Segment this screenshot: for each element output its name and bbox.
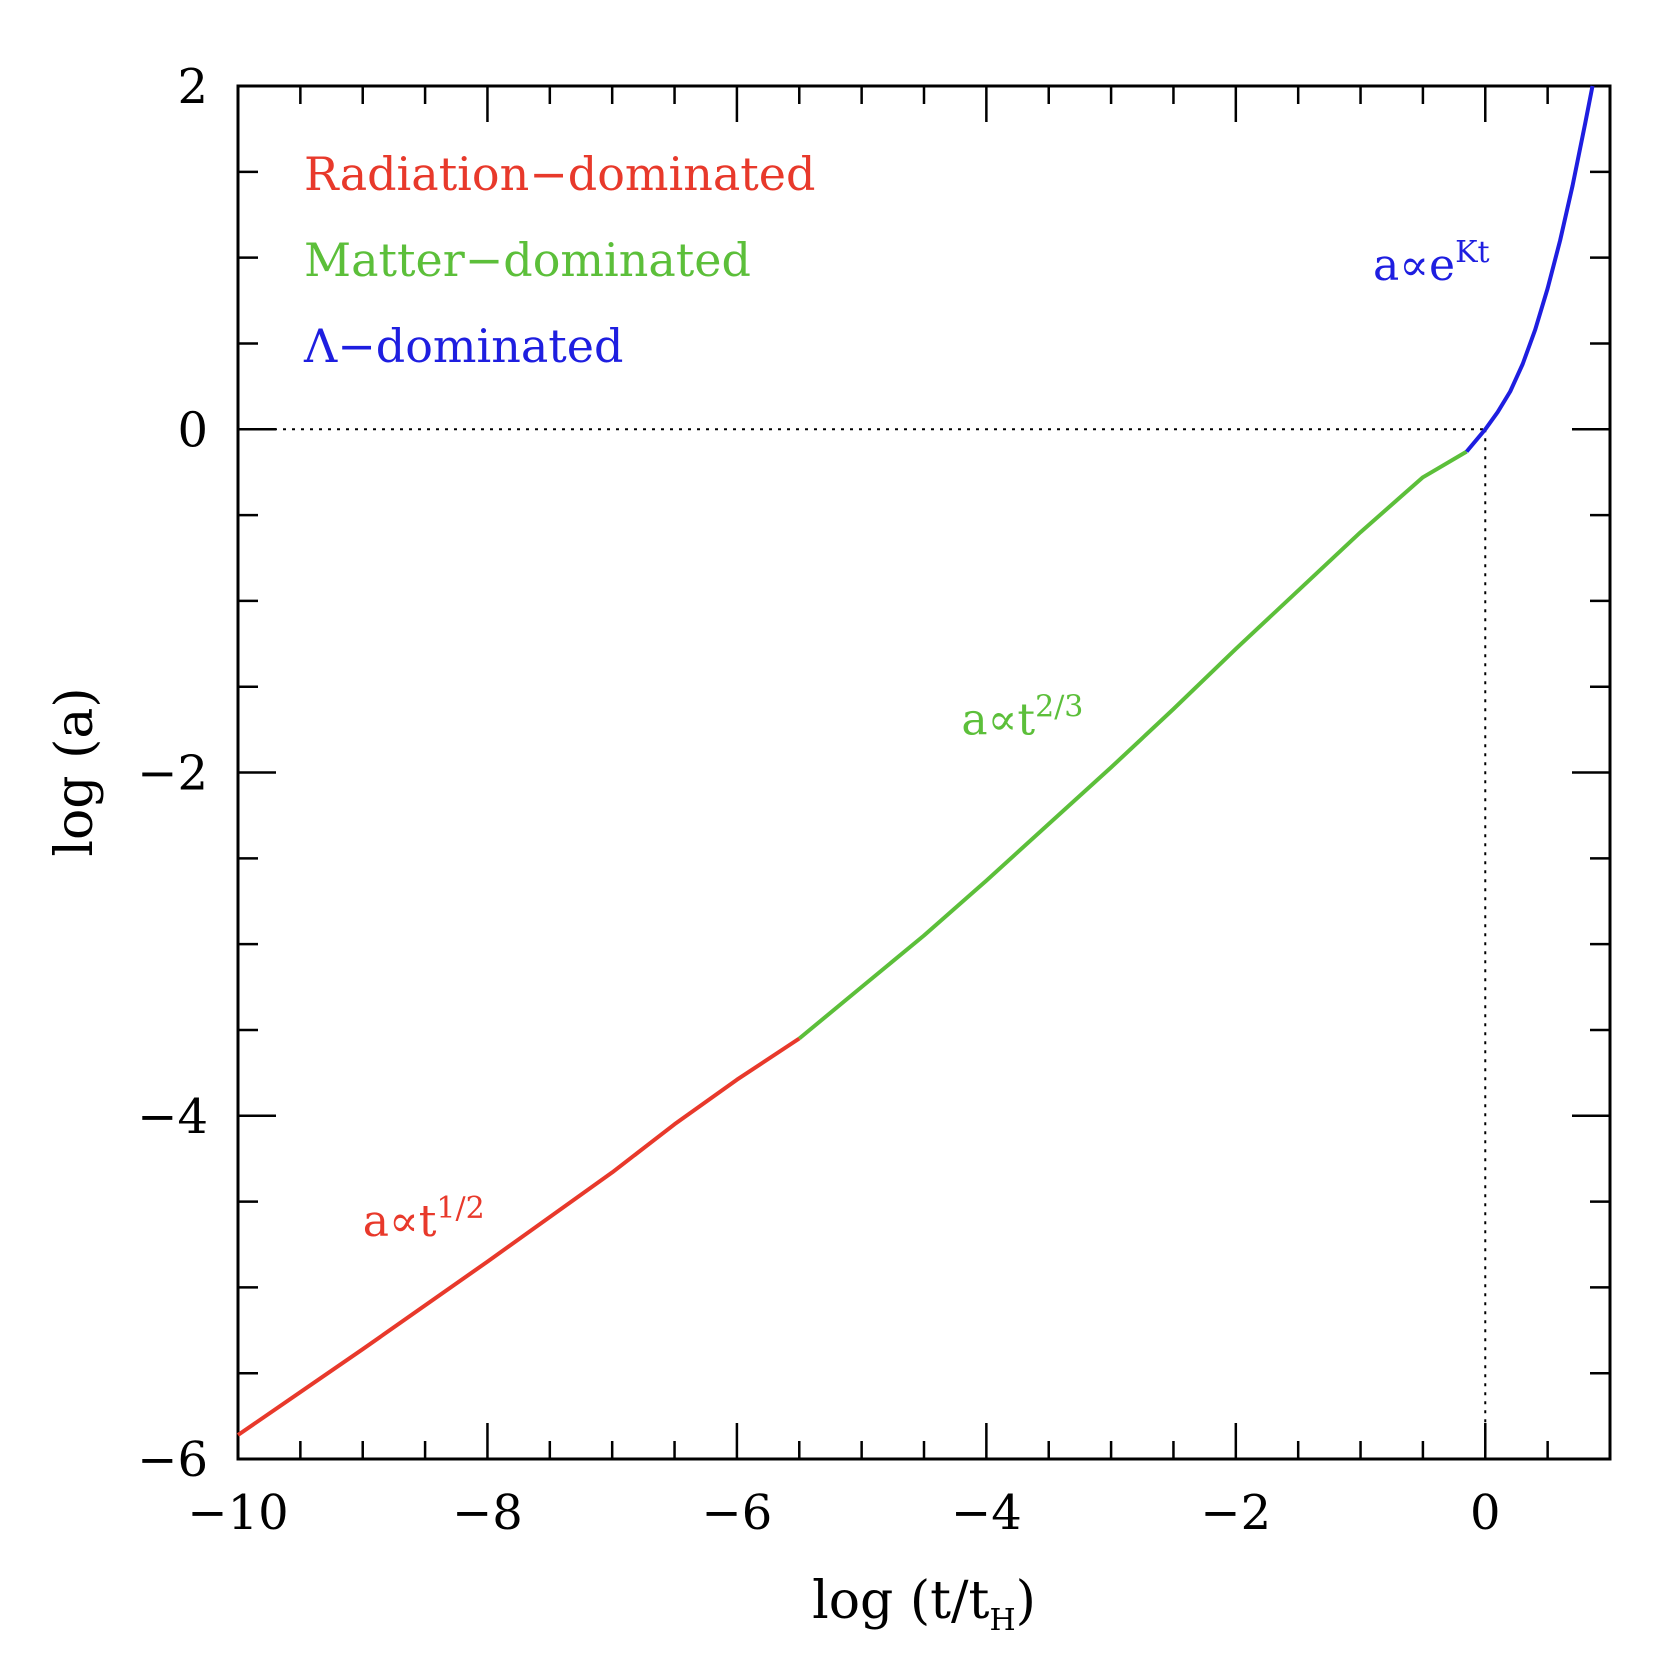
x-axis-label-subscript: H xyxy=(989,1603,1015,1638)
tick-labels: −10 −8 −6 −4 −2 0 −6 −4 −2 0 2 xyxy=(137,59,1500,1541)
annotation-0: a∝t1/2 xyxy=(363,1191,485,1247)
series-line-0 xyxy=(236,1036,801,1437)
annotation-2: a∝eKt xyxy=(1373,235,1490,291)
plot-frame xyxy=(236,84,1612,1461)
y-tick-label: 2 xyxy=(177,59,208,115)
annotation-base: a∝t xyxy=(961,695,1035,746)
x-tick-label: −10 xyxy=(187,1485,288,1541)
y-tick-label: −6 xyxy=(137,1432,208,1488)
annotations: a∝t1/2a∝t2/3a∝eKt xyxy=(363,235,1490,1247)
y-tick-label: 0 xyxy=(177,402,208,458)
annotation-1: a∝t2/3 xyxy=(961,690,1083,746)
legend-entry-2: Λ−dominated xyxy=(303,319,623,373)
y-tick-label: −4 xyxy=(137,1089,208,1145)
series-line-2 xyxy=(1465,85,1595,453)
x-axis-label-main: log (t/t xyxy=(812,1571,989,1631)
x-tick-label: 0 xyxy=(1470,1485,1501,1541)
y-tick-label: −2 xyxy=(137,746,208,802)
legend-entry-1: Matter−dominated xyxy=(304,233,751,287)
annotation-base: a∝e xyxy=(1373,240,1455,291)
x-axis-label: log (t/tH) xyxy=(812,1571,1036,1638)
x-tick-label: −8 xyxy=(452,1485,523,1541)
annotation-superscript: 1/2 xyxy=(436,1191,484,1226)
y-axis-label: log (a) xyxy=(45,687,105,856)
annotation-superscript: 2/3 xyxy=(1035,690,1083,725)
axis-ticks xyxy=(236,84,1612,1461)
x-tick-label: −2 xyxy=(1200,1485,1271,1541)
legend: Radiation−dominated Matter−dominated Λ−dom… xyxy=(303,147,815,373)
x-tick-label: −6 xyxy=(702,1485,773,1541)
reference-lines xyxy=(238,428,1487,1459)
annotation-base: a∝t xyxy=(363,1196,437,1247)
x-tick-label: −4 xyxy=(951,1485,1022,1541)
annotation-superscript: Kt xyxy=(1455,235,1489,270)
series-line-1 xyxy=(798,449,1468,1041)
legend-entry-0: Radiation−dominated xyxy=(304,147,815,201)
series-layer xyxy=(236,85,1595,1437)
x-axis-label-tail: ) xyxy=(1016,1571,1036,1631)
